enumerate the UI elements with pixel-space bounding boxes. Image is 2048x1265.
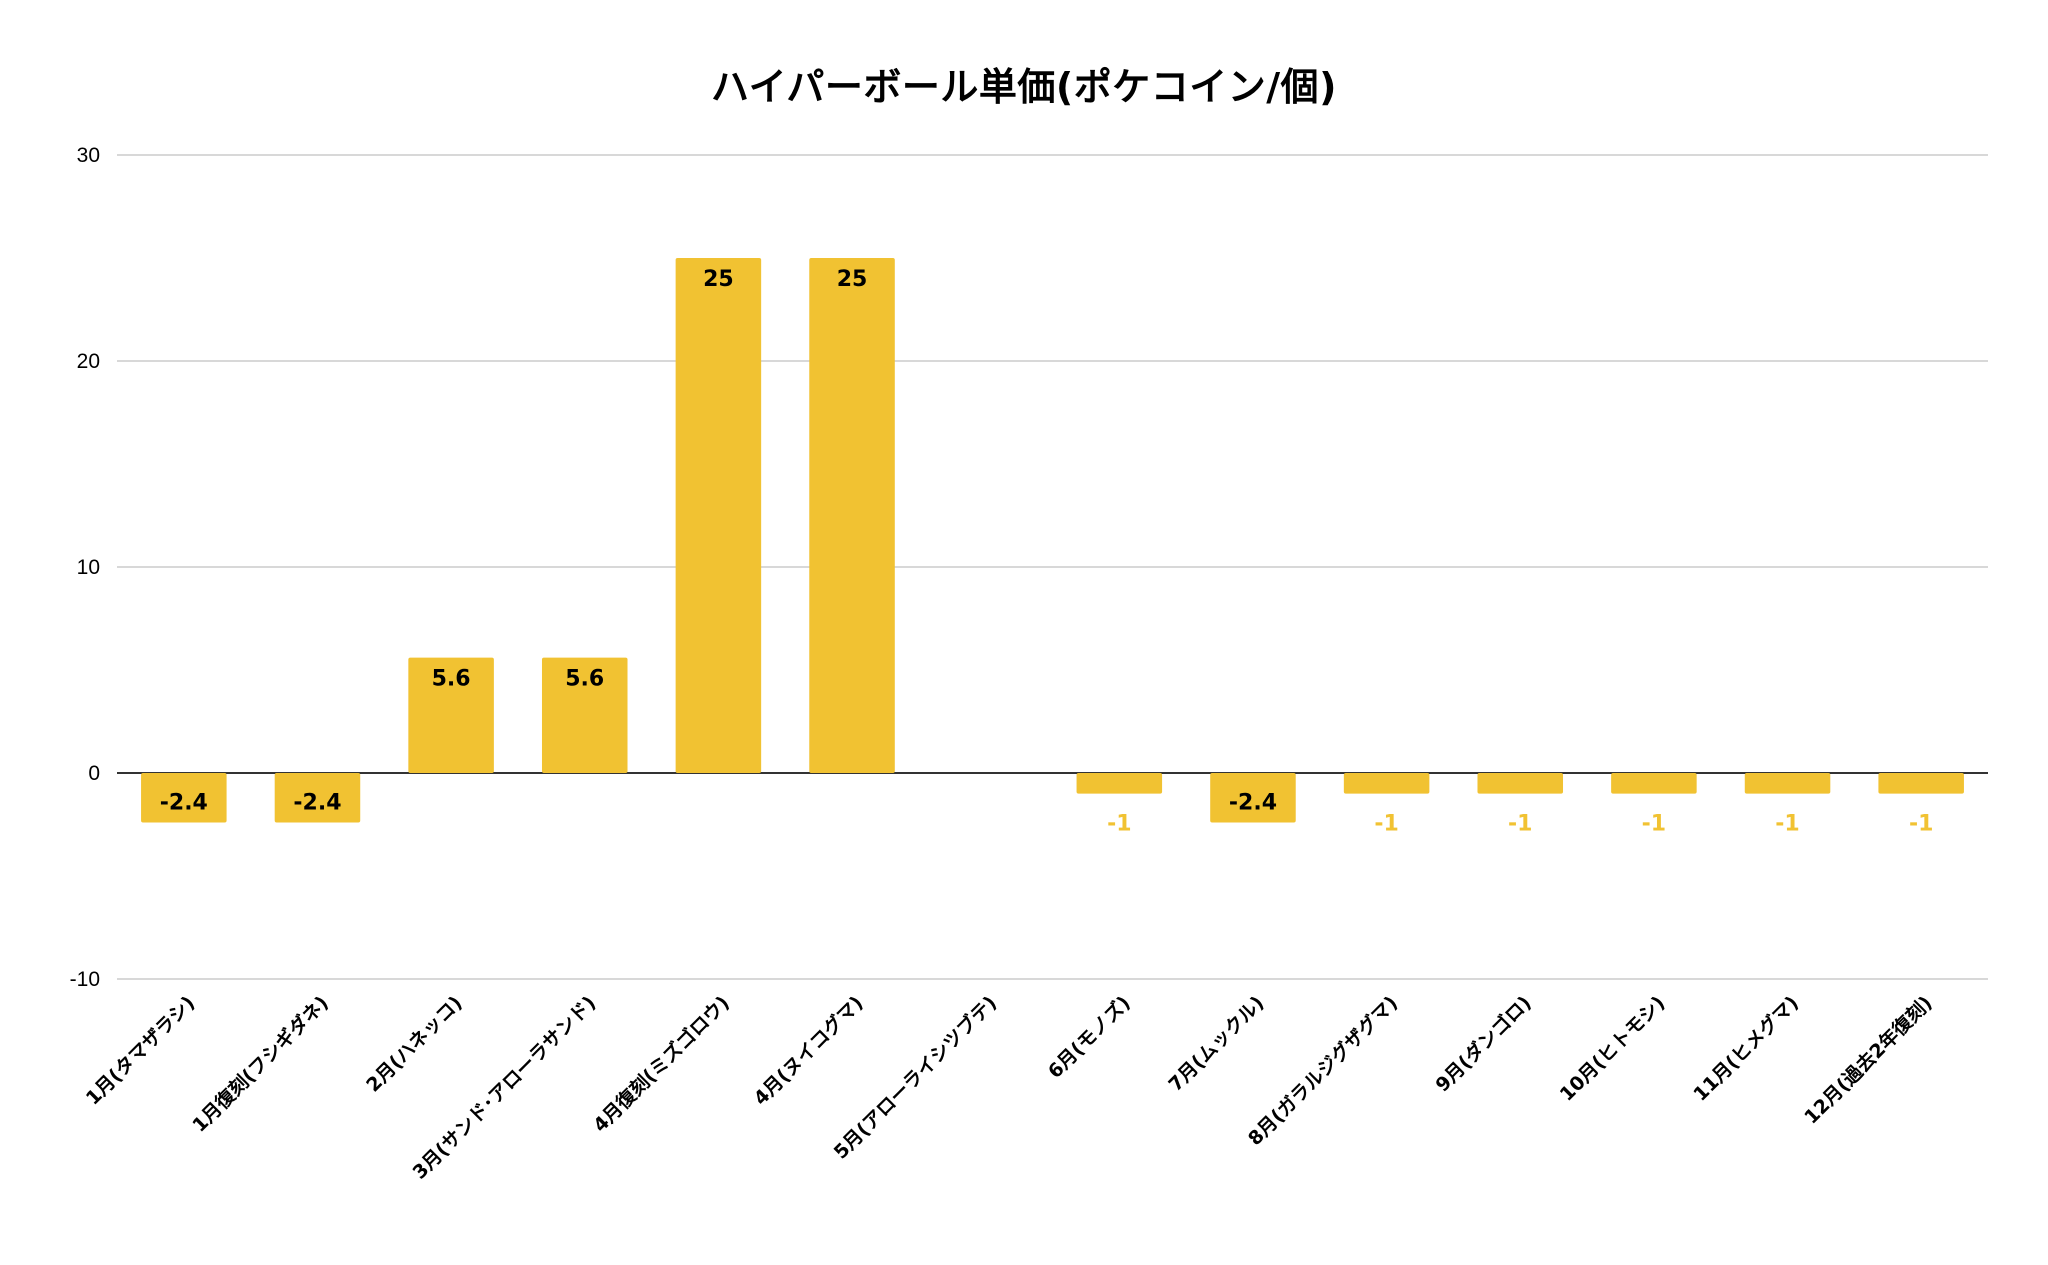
bar <box>141 773 227 823</box>
y-tick-label: -10 <box>70 968 100 991</box>
data-label: 25 <box>703 267 734 292</box>
bar <box>408 657 494 773</box>
data-label: 5.6 <box>432 667 471 692</box>
grid-lines <box>117 154 1988 980</box>
y-tick-label: 30 <box>77 144 100 167</box>
bar <box>274 773 361 823</box>
data-label: -2.4 <box>293 790 341 815</box>
bars <box>141 258 1964 823</box>
chart-title: ハイパーボール単価(ポケコイン/個) <box>710 65 1338 109</box>
data-label: -2.4 <box>1229 790 1277 815</box>
bar <box>1076 773 1163 794</box>
bar <box>1477 773 1564 794</box>
data-label: -1 <box>1107 812 1131 837</box>
x-category-label: 12月(過去2年復刻) <box>1800 991 1937 1128</box>
data-label: -2.4 <box>160 790 208 815</box>
x-category-label: 6月(モノズ) <box>1043 991 1135 1083</box>
x-category-label: 1月復刻(フシギダネ) <box>188 991 333 1136</box>
data-label: -1 <box>1909 812 1933 837</box>
bar <box>1210 773 1296 823</box>
data-label: -1 <box>1374 812 1398 837</box>
data-labels: -2.4 -2.4 5.6 5.6 25 25 -1 -2.4 -1 -1 -1 -1 -1 <box>160 267 1934 837</box>
y-tick-label: 0 <box>88 762 100 785</box>
data-label: -1 <box>1508 812 1532 837</box>
x-category-label: 4月(ヌイコグマ) <box>749 991 868 1110</box>
bar <box>1343 773 1430 794</box>
data-label: -1 <box>1775 812 1799 837</box>
data-label: -1 <box>1642 812 1666 837</box>
x-category-label: 7月(ムックル) <box>1165 992 1269 1096</box>
x-category-label: 9月(ダンゴロ) <box>1431 991 1536 1096</box>
bar <box>1878 773 1964 794</box>
bar <box>541 657 628 773</box>
y-axis-tick-labels: 30 20 10 0 -10 <box>70 144 100 991</box>
x-category-label: 8月(ガラルジグザグマ) <box>1243 991 1402 1150</box>
x-category-label: 1月(タマザラシ) <box>82 992 200 1110</box>
x-category-label: 11月(ヒメグマ) <box>1689 991 1803 1105</box>
data-label: 25 <box>837 267 868 292</box>
data-label: 5.6 <box>565 667 604 692</box>
bar <box>1744 773 1831 794</box>
bar <box>675 258 762 773</box>
x-category-label: 2月(ハネッコ) <box>362 992 466 1096</box>
x-category-label: 4月復刻(ミズゴロウ) <box>589 991 734 1136</box>
bar <box>809 258 895 773</box>
y-tick-label: 20 <box>77 350 100 373</box>
y-tick-label: 10 <box>77 556 100 579</box>
x-axis-category-labels: 1月(タマザラシ)1月復刻(フシギダネ) 2月(ハネッコ)3月(サンド･アローラサ… <box>82 991 1937 1183</box>
x-category-label: 10月(ヒトモシ) <box>1556 992 1670 1106</box>
bar <box>1611 773 1697 794</box>
